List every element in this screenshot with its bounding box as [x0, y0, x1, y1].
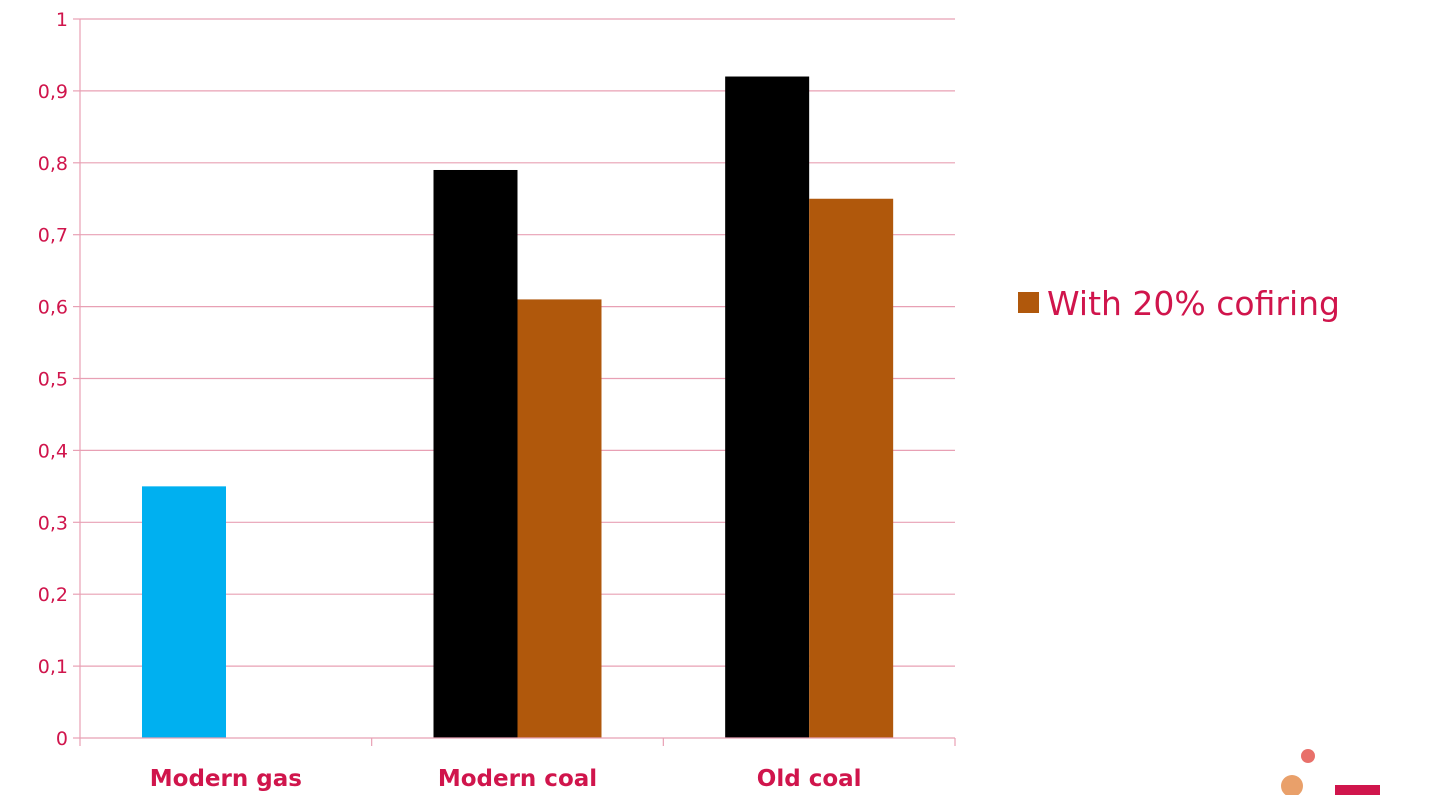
x-category-label: Modern coal: [438, 766, 597, 792]
y-tick-label: 0,9: [38, 81, 68, 103]
y-tick-labels: 0 0,1 0,2 0,3 0,4 0,5 0,6 0,7 0,8 0,9 1: [38, 9, 68, 750]
legend-label-cofiring: With 20% cofiring: [1047, 284, 1340, 323]
bars: [142, 77, 893, 738]
logo-dot-small: [1301, 749, 1315, 763]
y-tick-label: 0,2: [38, 584, 68, 606]
bar-old-coal-series-2: [809, 199, 893, 738]
y-tick-label: 1: [56, 9, 68, 31]
logo: [1281, 749, 1380, 795]
legend: With 20% cofiring: [1018, 284, 1340, 323]
logo-dot-large: [1281, 775, 1303, 795]
y-tick-label: 0,5: [38, 369, 68, 391]
x-category-label: Old coal: [757, 766, 862, 792]
y-tick-label: 0,3: [38, 512, 68, 534]
x-category-label: Modern gas: [150, 766, 302, 792]
y-tick-label: 0,4: [38, 440, 68, 462]
y-tick-label: 0,7: [38, 225, 68, 247]
bar-old-coal-series-1: [725, 77, 809, 738]
logo-bar: [1335, 785, 1380, 795]
bar-modern-coal-series-1: [434, 170, 518, 738]
x-category-labels: Modern gas Modern coal Old coal: [150, 766, 862, 792]
legend-swatch-cofiring: [1018, 292, 1039, 313]
y-tick-label: 0,6: [38, 297, 68, 319]
y-tick-label: 0,1: [38, 656, 68, 678]
y-tick-label: 0: [56, 728, 68, 750]
bar-modern-gas-series-0: [142, 486, 226, 738]
bar-modern-coal-series-2: [518, 299, 602, 738]
y-tick-label: 0,8: [38, 153, 68, 175]
